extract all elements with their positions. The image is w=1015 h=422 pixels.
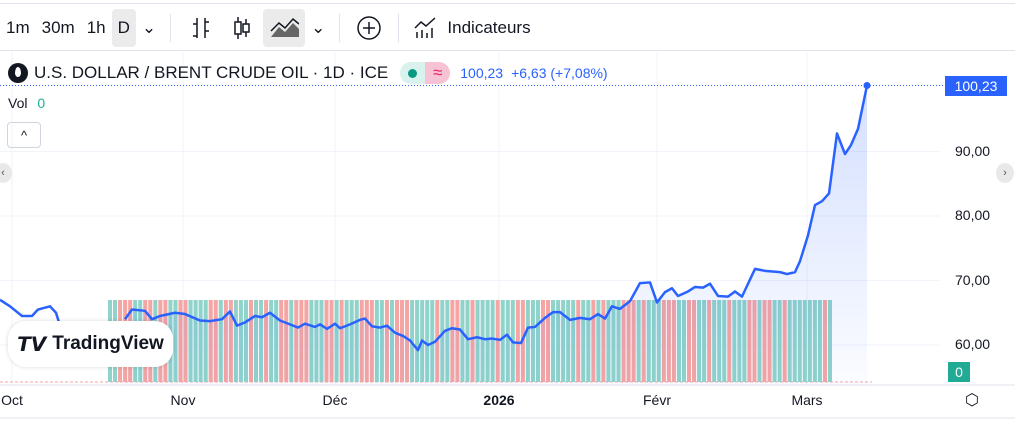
x-axis-label: 2026 — [483, 392, 515, 408]
x-axis-label: Déc — [322, 392, 348, 408]
volume-bar — [425, 300, 430, 382]
volume-legend: Vol 0 — [8, 95, 45, 111]
oil-drop-icon — [8, 63, 28, 83]
price-line — [123, 85, 869, 352]
indicators-button[interactable]: Indicateurs — [407, 9, 536, 47]
indicators-label: Indicateurs — [447, 18, 531, 37]
divider — [170, 14, 172, 42]
y-axis-label: 90,00 — [955, 142, 991, 159]
scroll-right-button[interactable]: › — [996, 163, 1014, 183]
collapse-legend-button[interactable]: ^ — [7, 122, 41, 148]
x-axis-label: Mars — [791, 392, 823, 408]
y-axis-label: 60,00 — [955, 336, 991, 352]
settings-hexagon-icon[interactable]: ⬡ — [965, 392, 979, 409]
logo-text: TradingView — [52, 333, 164, 354]
indicators-icon — [414, 17, 436, 38]
market-status[interactable]: ≈ — [400, 62, 451, 84]
volume-bar — [430, 300, 435, 382]
volume-badge: 0 — [948, 362, 970, 382]
bar-chart-icon[interactable] — [179, 9, 221, 47]
chart-legend: U.S. DOLLAR / BRENT CRUDE OIL · 1D · ICE… — [8, 62, 608, 84]
top-border — [0, 3, 1015, 4]
last-price: 100,23 — [460, 65, 504, 81]
tv-logo-icon: 𝙏𝙑 — [17, 333, 47, 356]
x-axis-label: Févr — [643, 392, 671, 408]
divider — [339, 14, 341, 42]
symbol-title[interactable]: U.S. DOLLAR / BRENT CRUDE OIL · 1D · ICE — [34, 63, 389, 82]
scroll-left-button[interactable]: ‹ — [0, 163, 12, 183]
last-price-badge: 100,23 — [945, 75, 1007, 96]
compare-plus-icon[interactable] — [348, 9, 390, 47]
area-chart-icon[interactable] — [263, 9, 306, 47]
price-area-fill — [125, 85, 867, 385]
volume-bar — [515, 300, 520, 382]
interval-d[interactable]: D — [111, 9, 136, 47]
toolbar: 1m 30m 1h D ⌄ ⌄ Indicateurs — [0, 6, 1015, 51]
delayed-data-icon: ≈ — [425, 62, 451, 84]
x-axis-label: Oct — [1, 392, 23, 408]
y-axis-label: 80,00 — [955, 207, 991, 223]
candles-icon[interactable] — [221, 9, 263, 47]
interval-1m[interactable]: 1m — [6, 18, 30, 37]
x-axis-label: Nov — [170, 392, 196, 408]
y-axis-label: 70,00 — [955, 271, 991, 288]
tradingview-logo[interactable]: 𝙏𝙑 TradingView — [8, 321, 173, 367]
divider — [398, 14, 400, 42]
volume-bar — [415, 300, 420, 382]
interval-30m[interactable]: 30m — [41, 18, 75, 37]
chart-type-chevron-down-icon[interactable]: ⌄ — [311, 18, 326, 37]
interval-chevron-down-icon[interactable]: ⌄ — [141, 18, 157, 37]
price-change: +6,63 (+7,08%) — [511, 65, 608, 81]
market-open-dot-icon — [400, 62, 426, 84]
volume-bar — [410, 300, 415, 382]
last-price-dot — [863, 82, 871, 90]
interval-1h[interactable]: 1h — [86, 18, 106, 37]
volume-label: Vol — [8, 95, 28, 111]
volume-value: 0 — [37, 95, 46, 111]
price-line — [0, 298, 62, 327]
